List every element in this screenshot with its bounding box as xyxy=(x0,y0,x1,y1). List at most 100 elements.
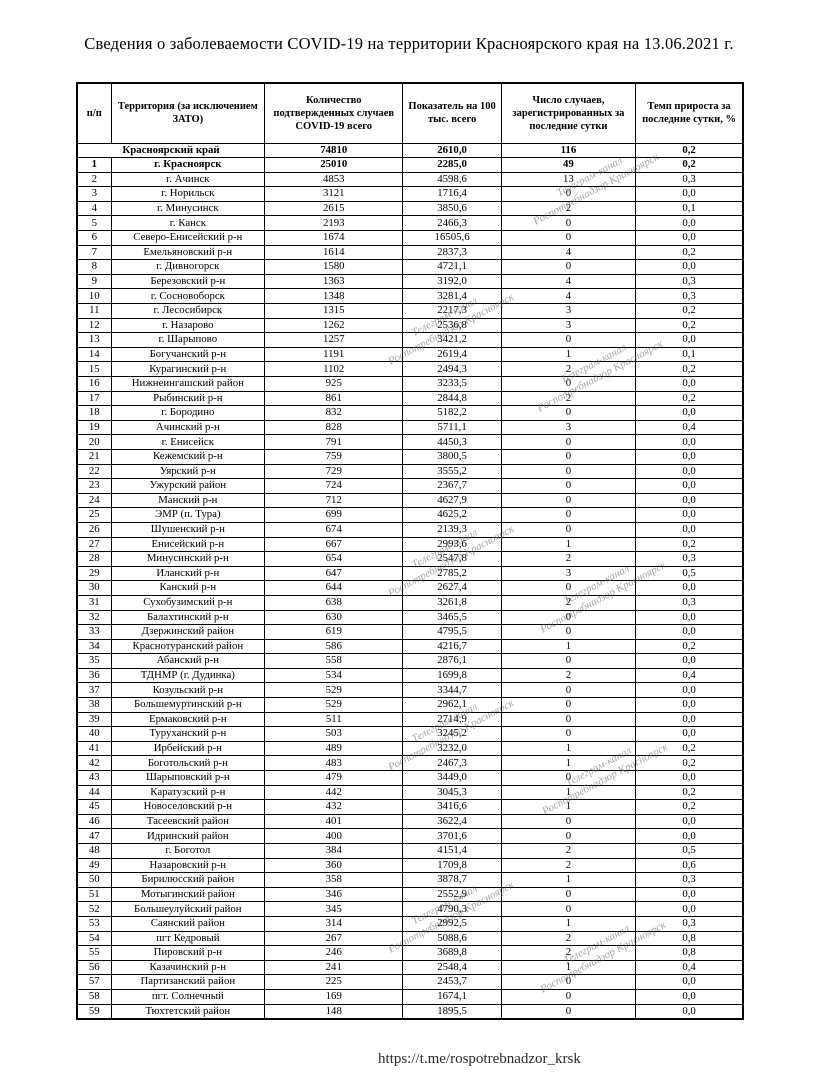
growth-rate-cell: 0,0 xyxy=(635,697,744,713)
table-row: 47 Идринский район 400 3701,6 0 0,0 xyxy=(76,828,744,844)
last-day-cases-cell: 1 xyxy=(500,536,637,553)
row-number-cell: 30 xyxy=(76,580,112,596)
territory-cell: Ирбейский р-н xyxy=(110,740,266,757)
per-100k-cell: 2962,1 xyxy=(402,697,502,713)
last-day-cases-cell: 0 xyxy=(500,682,637,699)
per-100k-cell: 1674,1 xyxy=(402,988,502,1005)
confirmed-cases-cell: 828 xyxy=(264,419,404,436)
per-100k-cell: 2453,7 xyxy=(402,974,502,990)
growth-rate-cell: 0,0 xyxy=(635,901,744,917)
confirmed-cases-cell: 246 xyxy=(264,945,404,961)
territory-cell: Богучанский р-н xyxy=(110,346,266,363)
last-day-cases-cell: 0 xyxy=(500,886,637,903)
territory-cell: Красноярский край xyxy=(76,142,266,159)
per-100k-cell: 4625,2 xyxy=(402,507,502,523)
confirmed-cases-cell: 586 xyxy=(264,638,404,655)
per-100k-cell: 16505,6 xyxy=(402,230,502,246)
growth-rate-cell: 0,0 xyxy=(635,813,744,830)
territory-cell: Казачинский р-н xyxy=(110,959,266,976)
per-100k-cell: 1699,8 xyxy=(402,667,502,684)
per-100k-cell: 2548,4 xyxy=(402,959,502,976)
growth-rate-cell: 0,3 xyxy=(635,288,744,305)
row-number-cell: 29 xyxy=(76,565,112,582)
column-header-number: п/п xyxy=(76,82,112,144)
growth-rate-cell: 0,2 xyxy=(635,303,744,319)
table-row: 17 Рыбинский р-н 861 2844,8 2 0,2 xyxy=(76,390,744,407)
table-row: 19 Ачинский р-н 828 5711,1 3 0,4 xyxy=(76,419,744,436)
confirmed-cases-cell: 2193 xyxy=(264,215,404,232)
per-100k-cell: 1709,8 xyxy=(402,857,502,874)
growth-rate-cell: 0,0 xyxy=(635,726,744,742)
confirmed-cases-cell: 1102 xyxy=(264,361,404,377)
table-body: Красноярский край 74810 2610,0 116 0,2 1 г. Кр… xyxy=(76,142,744,1020)
per-100k-cell: 4795,5 xyxy=(402,624,502,640)
table-row: 51 Мотыгинский район 346 2552,9 0 0,0 xyxy=(76,886,744,903)
row-number-cell: 42 xyxy=(76,755,112,772)
table-row: 52 Большеулуйский район 345 4790,3 0 0,0 xyxy=(76,901,744,917)
territory-cell: Емельяновский р-н xyxy=(110,244,266,261)
last-day-cases-cell: 0 xyxy=(500,988,637,1005)
table-row: 56 Казачинский р-н 241 2548,4 1 0,4 xyxy=(76,959,744,976)
row-number-cell: 16 xyxy=(76,376,112,392)
per-100k-cell: 3449,0 xyxy=(402,770,502,786)
per-100k-cell: 2467,3 xyxy=(402,755,502,772)
row-number-cell: 39 xyxy=(76,711,112,728)
row-number-cell: 13 xyxy=(76,332,112,348)
table-row: 24 Манский р-н 712 4627,9 0 0,0 xyxy=(76,492,744,509)
row-number-cell: 44 xyxy=(76,784,112,801)
header-row: п/п Территория (за исключением ЗАТО) Кол… xyxy=(76,82,744,144)
confirmed-cases-cell: 314 xyxy=(264,915,404,932)
last-day-cases-cell: 0 xyxy=(500,770,637,786)
territory-cell: Краснотуранский район xyxy=(110,638,266,655)
growth-rate-cell: 0,0 xyxy=(635,521,744,538)
growth-rate-cell: 0,2 xyxy=(635,799,744,815)
growth-rate-cell: 0,3 xyxy=(635,273,744,290)
last-day-cases-cell: 0 xyxy=(500,448,637,465)
last-day-cases-cell: 1 xyxy=(500,915,637,932)
growth-rate-cell: 0,1 xyxy=(635,346,744,363)
column-header-last-day: Число случаев, зарегистрированных за пос… xyxy=(500,82,637,144)
growth-rate-cell: 0,2 xyxy=(635,784,744,801)
row-number-cell: 28 xyxy=(76,551,112,567)
last-day-cases-cell: 0 xyxy=(500,1003,637,1020)
row-number-cell: 5 xyxy=(76,215,112,232)
row-number-cell: 17 xyxy=(76,390,112,407)
table-row: 31 Сухобузимский р-н 638 3261,8 2 0,3 xyxy=(76,594,744,611)
table-row: 8 г. Дивногорск 1580 4721,1 0 0,0 xyxy=(76,259,744,275)
territory-cell: Березовский р-н xyxy=(110,273,266,290)
per-100k-cell: 2610,0 xyxy=(402,142,502,159)
per-100k-cell: 2494,3 xyxy=(402,361,502,377)
table-row: 3 г. Норильск 3121 1716,4 0 0,0 xyxy=(76,186,744,202)
last-day-cases-cell: 13 xyxy=(500,171,637,188)
table-row: 30 Канский р-н 644 2627,4 0 0,0 xyxy=(76,580,744,596)
territory-cell: г. Сосновоборск xyxy=(110,288,266,305)
territory-cell: Ачинский р-н xyxy=(110,419,266,436)
confirmed-cases-cell: 1348 xyxy=(264,288,404,305)
per-100k-cell: 2992,5 xyxy=(402,915,502,932)
confirmed-cases-cell: 442 xyxy=(264,784,404,801)
table-row: 57 Партизанский район 225 2453,7 0 0,0 xyxy=(76,974,744,990)
confirmed-cases-cell: 503 xyxy=(264,726,404,742)
last-day-cases-cell: 1 xyxy=(500,755,637,772)
growth-rate-cell: 0,1 xyxy=(635,200,744,217)
territory-cell: Северо-Енисейский р-н xyxy=(110,230,266,246)
last-day-cases-cell: 0 xyxy=(500,376,637,392)
column-header-confirmed: Количество подтвержденных случаев COVID-… xyxy=(264,82,404,144)
per-100k-cell: 2876,1 xyxy=(402,653,502,669)
table-row: 1 г. Красноярск 25010 2285,0 49 0,2 xyxy=(76,157,744,173)
row-number-cell: 22 xyxy=(76,463,112,480)
per-100k-cell: 2619,4 xyxy=(402,346,502,363)
last-day-cases-cell: 2 xyxy=(500,945,637,961)
confirmed-cases-cell: 2615 xyxy=(264,200,404,217)
last-day-cases-cell: 2 xyxy=(500,551,637,567)
table-row: 11 г. Лесосибирск 1315 2217,3 3 0,2 xyxy=(76,303,744,319)
confirmed-cases-cell: 699 xyxy=(264,507,404,523)
territory-cell: Назаровский р-н xyxy=(110,857,266,874)
row-number-cell: 23 xyxy=(76,478,112,494)
column-header-territory: Территория (за исключением ЗАТО) xyxy=(110,82,266,144)
last-day-cases-cell: 0 xyxy=(500,521,637,538)
row-number-cell: 51 xyxy=(76,886,112,903)
column-header-growth-rate: Темп прироста за последние сутки, % xyxy=(635,82,744,144)
last-day-cases-cell: 1 xyxy=(500,740,637,757)
document-title: Сведения о заболеваемости COVID-19 на те… xyxy=(84,34,734,53)
